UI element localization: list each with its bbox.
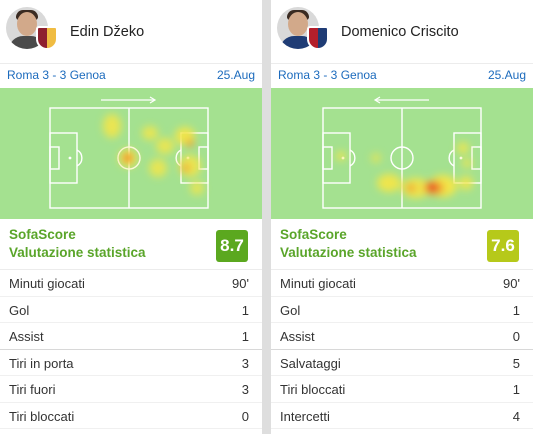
stat-row: Minuti giocati 90' [271, 270, 533, 297]
rating-badge: 8.7 [216, 230, 248, 262]
stat-row: Gol 1 [0, 297, 262, 323]
match-date: 25.Aug [216, 68, 255, 82]
heatmap [271, 88, 533, 219]
match-score-link[interactable]: Roma 3 - 3 Genoa [7, 68, 106, 82]
stat-row: Salvataggi 5 [271, 350, 533, 376]
heat-spots [336, 142, 473, 198]
stat-value: 3 [241, 355, 249, 371]
heatmap-pitch [49, 96, 209, 209]
pitch-lines [322, 107, 482, 209]
stat-label: Gol [9, 302, 30, 318]
stat-row: Intercetti 4 [271, 403, 533, 429]
stat-row: Tiri bloccati 0 [0, 403, 262, 429]
player-card-criscito[interactable]: Domenico Criscito Roma 3 - 3 Genoa 25.Au… [271, 0, 533, 434]
stat-row: Gol 1 [271, 297, 533, 323]
stat-label: Minuti giocati [9, 276, 85, 291]
stat-label: Assist [280, 329, 315, 344]
stat-row: Assist 1 [0, 323, 262, 350]
rating-title: SofaScore [9, 227, 76, 242]
rating-subtitle: Valutazione statistica [9, 245, 146, 260]
rating-section: SofaScore Valutazione statistica 7.6 [271, 219, 533, 270]
stat-value: 3 [241, 382, 249, 397]
stat-label: Minuti giocati [280, 276, 356, 291]
rating-section: SofaScore Valutazione statistica 8.7 [0, 219, 262, 270]
stat-value: 0 [241, 408, 249, 424]
match-score-link[interactable]: Roma 3 - 3 Genoa [278, 68, 377, 82]
stat-row: Tiri in porta 3 [0, 350, 262, 376]
heatmap [0, 88, 262, 219]
rating-badge: 7.6 [487, 230, 519, 262]
stat-value: 90' [503, 276, 520, 291]
stat-label: Tiri bloccati [9, 408, 75, 424]
stat-row: Tiri bloccati 1 [271, 376, 533, 403]
rating-title: SofaScore [280, 227, 347, 242]
stat-value: 1 [241, 329, 249, 344]
stats-list: Minuti giocati 90' Gol 1 Assist 0 Salvataggi 5 T… [271, 270, 533, 429]
stat-label: Tiri bloccati [280, 382, 346, 397]
stat-label: Salvataggi [280, 355, 341, 371]
player-header[interactable]: Edin Džeko [0, 0, 262, 64]
stat-row: Assist 0 [271, 323, 533, 350]
team-badge-icon [36, 26, 58, 50]
stat-label: Intercetti [280, 408, 330, 424]
player-name[interactable]: Edin Džeko [70, 24, 145, 40]
stat-value: 0 [512, 329, 520, 344]
stat-value: 4 [512, 408, 520, 424]
stat-label: Tiri fuori [9, 382, 56, 397]
pitch-lines [49, 107, 209, 209]
stat-label: Tiri in porta [9, 355, 74, 371]
attack-direction-arrow-icon [101, 96, 157, 104]
stat-value: 5 [512, 355, 520, 371]
player-name[interactable]: Domenico Criscito [341, 24, 459, 40]
heatmap-pitch [322, 96, 482, 209]
match-date: 25.Aug [487, 68, 526, 82]
stats-list: Minuti giocati 90' Gol 1 Assist 1 Tiri in port… [0, 270, 262, 429]
stat-label: Gol [280, 302, 301, 318]
stat-value: 90' [232, 276, 249, 291]
player-card-dzeko[interactable]: Edin Džeko Roma 3 - 3 Genoa 25.Aug [0, 0, 262, 434]
stat-value: 1 [512, 302, 520, 318]
match-bar[interactable]: Roma 3 - 3 Genoa 25.Aug [0, 64, 262, 88]
stat-row: Tiri fuori 3 [0, 376, 262, 403]
card-divider [262, 0, 271, 434]
team-badge-icon [307, 26, 329, 50]
stat-value: 1 [241, 302, 249, 318]
player-header[interactable]: Domenico Criscito [271, 0, 533, 64]
heat-spots [103, 114, 204, 195]
rating-subtitle: Valutazione statistica [280, 245, 417, 260]
match-bar[interactable]: Roma 3 - 3 Genoa 25.Aug [271, 64, 533, 88]
stat-label: Assist [9, 329, 44, 344]
stat-value: 1 [512, 382, 520, 397]
stat-row: Minuti giocati 90' [0, 270, 262, 297]
attack-direction-arrow-icon [373, 96, 429, 104]
